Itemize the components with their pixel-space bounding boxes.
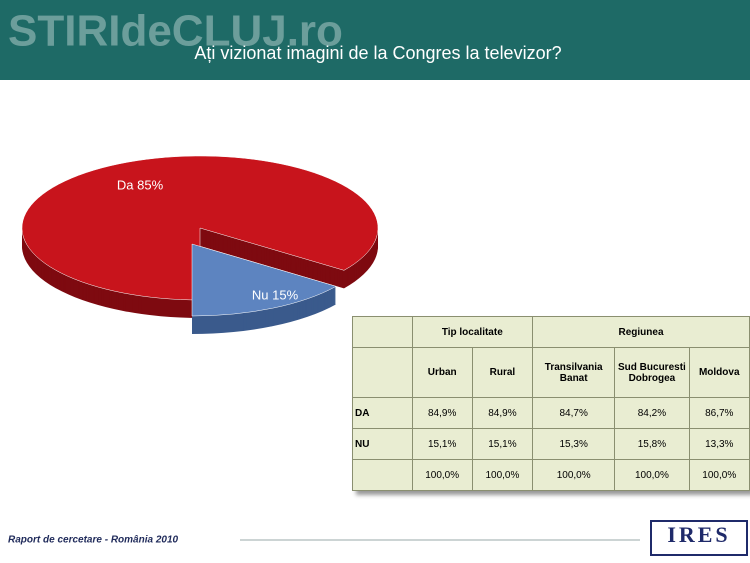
cell: 15,8% [614,428,690,460]
table-row: 100,0% 100,0% 100,0% 100,0% 100,0% [352,459,750,491]
data-label: Nu 15% [252,287,299,302]
header-bar [0,0,750,80]
data-table: Tip localitate Regiunea Urban Rural Transilv… [352,316,750,491]
logo: IRES [667,522,730,547]
data-label: Da 85% [117,177,164,192]
column-header: Transilvania Banat [532,347,616,398]
corner-cell [352,316,413,348]
row-header: DA [352,397,413,429]
watermark: STIRIdeCLUJ.ro [8,7,343,56]
cell: 100,0% [411,459,473,491]
table-row: Urban Rural Transilvania Banat Sud Bucurest… [352,347,750,398]
row-header [352,459,413,491]
group-header: Regiunea [532,316,750,348]
logo-box [650,520,748,556]
cell: 100,0% [614,459,690,491]
cell: 15,1% [411,428,473,460]
column-header: Urban [411,347,473,398]
corner-cell [352,347,413,398]
cell: 84,9% [471,397,534,429]
slice [21,155,379,301]
column-header: Moldova [688,347,750,398]
chart-title: Ați vizionat imagini de la Congres la te… [194,43,561,63]
cell: 100,0% [532,459,616,491]
cell: 84,9% [411,397,473,429]
cell: 100,0% [688,459,750,491]
cell: 15,3% [532,428,616,460]
column-header: Sud Bucuresti Dobrogea [614,347,690,398]
slice [191,243,337,317]
column-header: Rural [471,347,534,398]
cell: 13,3% [688,428,750,460]
pie: Da 85% Nu 15% [21,155,379,334]
table-row: Tip localitate Regiunea [352,316,750,348]
cell: 84,7% [532,397,616,429]
table-row: NU 15,1% 15,1% 15,3% 15,8% 13,3% [352,428,750,460]
cell: 100,0% [471,459,534,491]
table-row: DA 84,9% 84,9% 84,7% 84,2% 86,7% [352,397,750,429]
group-header: Tip localitate [411,316,534,348]
cell: 84,2% [614,397,690,429]
cell: 15,1% [471,428,534,460]
row-header: NU [352,428,413,460]
footer-text: Raport de cercetare - România 2010 [8,535,179,546]
cell: 86,7% [688,397,750,429]
